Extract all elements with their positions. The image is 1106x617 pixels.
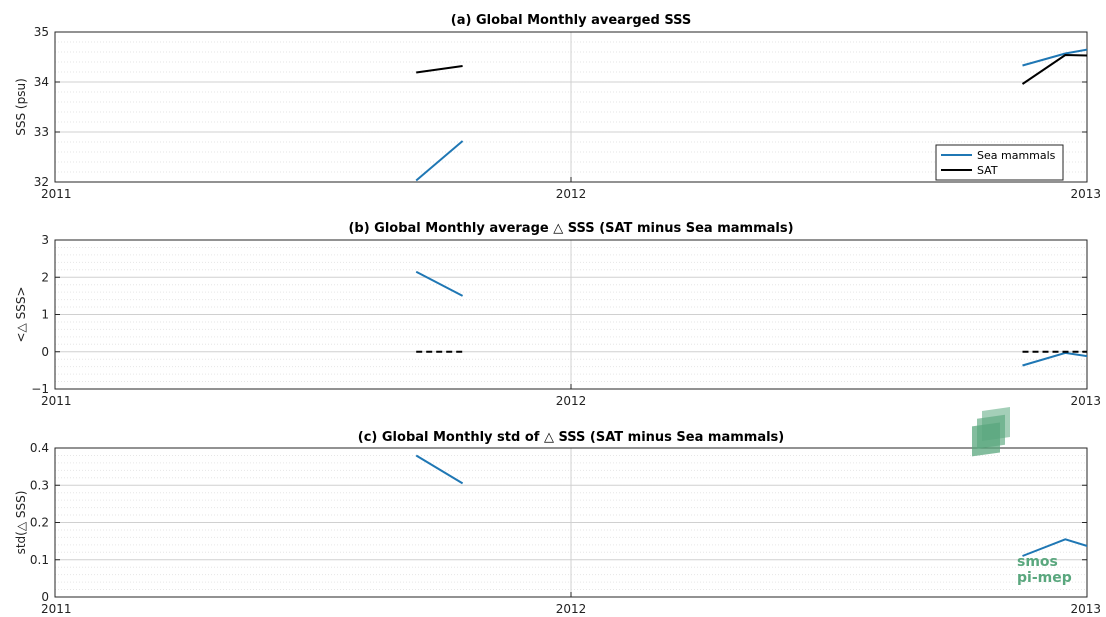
x-tick-label: 2012 [556,394,587,408]
chart-title: (c) Global Monthly std of △ SSS (SAT min… [358,430,784,445]
y-tick-label: 0.1 [30,553,49,567]
x-tick-label: 2012 [556,187,587,201]
y-tick-label: 33 [34,125,49,139]
logo-line1: smos [1017,554,1058,570]
x-tick-label: 2011 [41,602,72,616]
y-tick-label: 0 [41,345,49,359]
y-tick-label: 0.2 [30,516,49,530]
series-line-sea-mammals-seg1 [1022,48,1087,67]
series-line-s0-seg1 [1022,351,1087,367]
legend-entry: Sea mammals [977,149,1056,162]
x-tick-label: 2013 [1070,602,1101,616]
x-tick-label: 2012 [556,602,587,616]
logo: smos pi-mep [972,407,1072,586]
y-axis-label: std(△ SSS) [14,491,28,555]
chart-title: (b) Global Monthly average △ SSS (SAT mi… [348,221,793,236]
series-line-sea-mammals-seg0 [415,140,464,182]
y-tick-label: 0 [41,590,49,604]
panel-a: 32 33 34 35 2011 2012 2013 (a) Global Monthly a… [14,13,1101,201]
logo-line2: pi-mep [1017,570,1072,586]
logo-mark-icon [972,407,1010,457]
y-tick-label: 0.4 [30,441,49,455]
legend: Sea mammals SAT [935,144,1064,181]
y-tick-label: 0.3 [30,478,49,492]
y-tick-label: 34 [34,75,49,89]
y-tick-label: −1 [31,382,49,396]
y-tick-label: 2 [41,270,49,284]
series-group [415,48,1087,182]
series-line-s0-seg1 [1022,538,1087,557]
panel-b: −1 0 1 2 3 2011 2012 2013 (b) Global Monthly ave… [14,221,1101,408]
series-line-s0-seg0 [415,454,464,485]
y-axis-label: SSS (psu) [14,78,28,136]
chart-title: (a) Global Monthly avearged SSS [451,13,691,28]
x-tick-label: 2011 [41,187,72,201]
y-tick-label: 32 [34,175,49,189]
y-tick-label: 1 [41,308,49,322]
panel-c: 0 0.1 0.2 0.3 0.4 2011 2012 2013 (c) Global Mont… [14,430,1101,616]
y-tick-label: 35 [34,25,49,39]
y-tick-label: 3 [41,233,49,247]
x-tick-label: 2013 [1070,187,1101,201]
series-line-sat-seg1 [1021,53,1087,85]
series-group [415,270,1087,367]
series-group [415,454,1087,557]
legend-box [935,144,1064,181]
series-line-sat-seg0 [416,65,463,74]
x-tick-label: 2011 [41,394,72,408]
series-line-s0-seg0 [415,270,464,297]
y-axis-label: <△ SSS> [14,286,28,342]
x-tick-label: 2013 [1070,394,1101,408]
legend-entry: SAT [977,164,998,177]
